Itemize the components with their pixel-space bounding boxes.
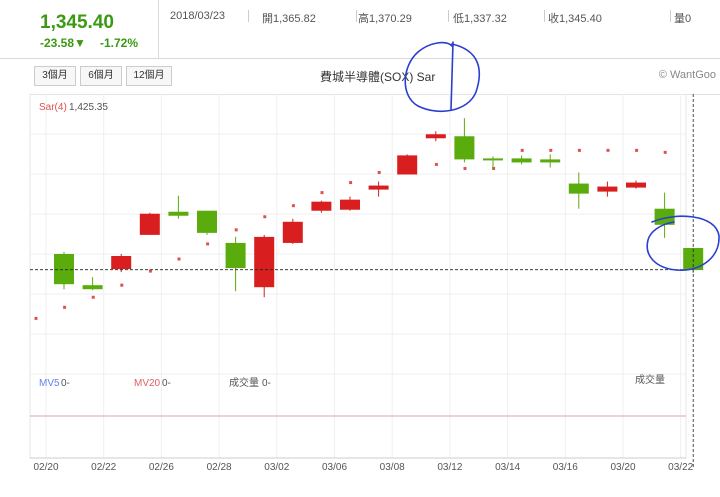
sar-point bbox=[234, 228, 238, 232]
sar-label: Sar(4) bbox=[39, 102, 67, 113]
volume: 量0 bbox=[674, 13, 692, 25]
sar-point bbox=[434, 162, 438, 166]
candle-body bbox=[54, 253, 74, 285]
quote-header: 1,345.40 -23.58▼ -1.72% 2018/03/23 開1,36… bbox=[0, 0, 720, 59]
candle-body bbox=[111, 256, 132, 270]
sar-point bbox=[148, 269, 152, 273]
sar-point bbox=[663, 150, 667, 154]
divider bbox=[356, 10, 357, 22]
close-price: 收1,345.40 bbox=[548, 13, 602, 25]
quote-date: 2018/03/23 bbox=[170, 10, 226, 22]
candle-body bbox=[568, 183, 589, 194]
range-12m-button[interactable]: 12個月 bbox=[126, 66, 172, 86]
sar-point bbox=[320, 191, 324, 195]
sar-point bbox=[520, 148, 524, 152]
sar-point bbox=[263, 215, 267, 219]
price-change-percent: -1.72% bbox=[100, 36, 139, 50]
x-tick-label: 03/16 bbox=[553, 462, 578, 473]
candle-body bbox=[425, 134, 446, 139]
candle-body bbox=[225, 242, 246, 269]
low-price: 低1,337.32 bbox=[453, 13, 507, 25]
sar-point bbox=[463, 166, 467, 170]
x-tick-label: 03/14 bbox=[495, 462, 520, 473]
x-tick-label: 03/08 bbox=[380, 462, 405, 473]
x-tick-label: 03/12 bbox=[437, 462, 462, 473]
sar-point bbox=[492, 166, 496, 170]
candle-body bbox=[626, 182, 646, 188]
candle-body bbox=[254, 236, 275, 288]
x-tick-label: 02/28 bbox=[207, 462, 232, 473]
x-tick-label: 03/20 bbox=[610, 462, 635, 473]
x-axis-ticks: 02/20 02/22 02/26 02/28 03/02 03/06 03/08 03/12… bbox=[30, 457, 694, 473]
x-tick-label: 02/22 bbox=[91, 462, 116, 473]
sar-point bbox=[206, 242, 210, 246]
volume-pane-title: 成交量 bbox=[635, 373, 665, 386]
credit-label: © WantGoo bbox=[658, 69, 716, 81]
sar-point bbox=[349, 181, 353, 185]
x-tick-label: 02/26 bbox=[149, 462, 174, 473]
mv5-value: 0- bbox=[61, 378, 70, 389]
x-tick-label: 03/22 bbox=[668, 462, 693, 473]
candle-body bbox=[654, 208, 675, 225]
chart-toolbar: 3個月 6個月 12個月 費城半導體(SOX) Sar © WantGoo bbox=[30, 58, 720, 95]
range-6m-button[interactable]: 6個月 bbox=[80, 66, 122, 86]
divider bbox=[544, 10, 545, 22]
volume-value: 0- bbox=[262, 378, 271, 389]
candle-body bbox=[139, 213, 160, 235]
sar-point bbox=[177, 257, 181, 261]
candle-body bbox=[511, 158, 532, 163]
sar-point bbox=[606, 148, 610, 152]
candle-body bbox=[197, 210, 217, 233]
sar-point bbox=[291, 204, 295, 208]
quote-summary: 1,345.40 -23.58▼ -1.72% bbox=[30, 0, 159, 58]
last-price: 1,345.40 bbox=[40, 12, 114, 33]
plot-frame bbox=[29, 94, 687, 459]
candle-body bbox=[454, 136, 475, 160]
x-tick-label: 02/20 bbox=[33, 462, 58, 473]
chart-title: 費城半導體(SOX) Sar bbox=[320, 70, 436, 84]
price-change: -23.58▼ bbox=[40, 36, 86, 50]
candle-body bbox=[397, 155, 418, 175]
sar-point bbox=[577, 148, 581, 152]
x-tick-label: 03/06 bbox=[322, 462, 347, 473]
sar-point bbox=[34, 316, 38, 320]
volume-label: 成交量 bbox=[229, 376, 259, 389]
candle-body bbox=[168, 211, 189, 216]
sar-point bbox=[120, 283, 124, 287]
chart-grid bbox=[29, 94, 687, 459]
divider bbox=[248, 10, 249, 22]
sar-point bbox=[377, 170, 381, 174]
candle-body bbox=[597, 186, 618, 192]
range-3m-button[interactable]: 3個月 bbox=[34, 66, 76, 86]
candle-series bbox=[54, 118, 704, 298]
candle-body bbox=[282, 221, 303, 243]
divider bbox=[670, 10, 671, 22]
candle-body bbox=[340, 199, 360, 210]
high-price: 高1,370.29 bbox=[358, 13, 412, 25]
candle-body bbox=[311, 201, 332, 211]
sar-series bbox=[34, 148, 667, 320]
candle-body bbox=[540, 159, 561, 163]
sar-value: 1,425.35 bbox=[69, 102, 108, 113]
sar-point bbox=[549, 148, 553, 152]
mv20-label: MV20 bbox=[134, 378, 161, 389]
sar-point bbox=[635, 148, 639, 152]
mv20-value: 0- bbox=[162, 378, 171, 389]
candle-body bbox=[483, 158, 503, 161]
candle-body bbox=[368, 185, 389, 190]
candlestick-chart: 02/20 02/22 02/26 02/28 03/02 03/06 03/08 03/12… bbox=[29, 94, 704, 473]
sar-point bbox=[63, 305, 67, 309]
x-tick-label: 03/02 bbox=[264, 462, 289, 473]
mv5-label: MV5 bbox=[39, 378, 60, 389]
candle-body bbox=[82, 285, 103, 290]
divider bbox=[448, 10, 449, 22]
sar-point bbox=[91, 295, 95, 299]
open-price: 開1,365.82 bbox=[262, 13, 316, 25]
